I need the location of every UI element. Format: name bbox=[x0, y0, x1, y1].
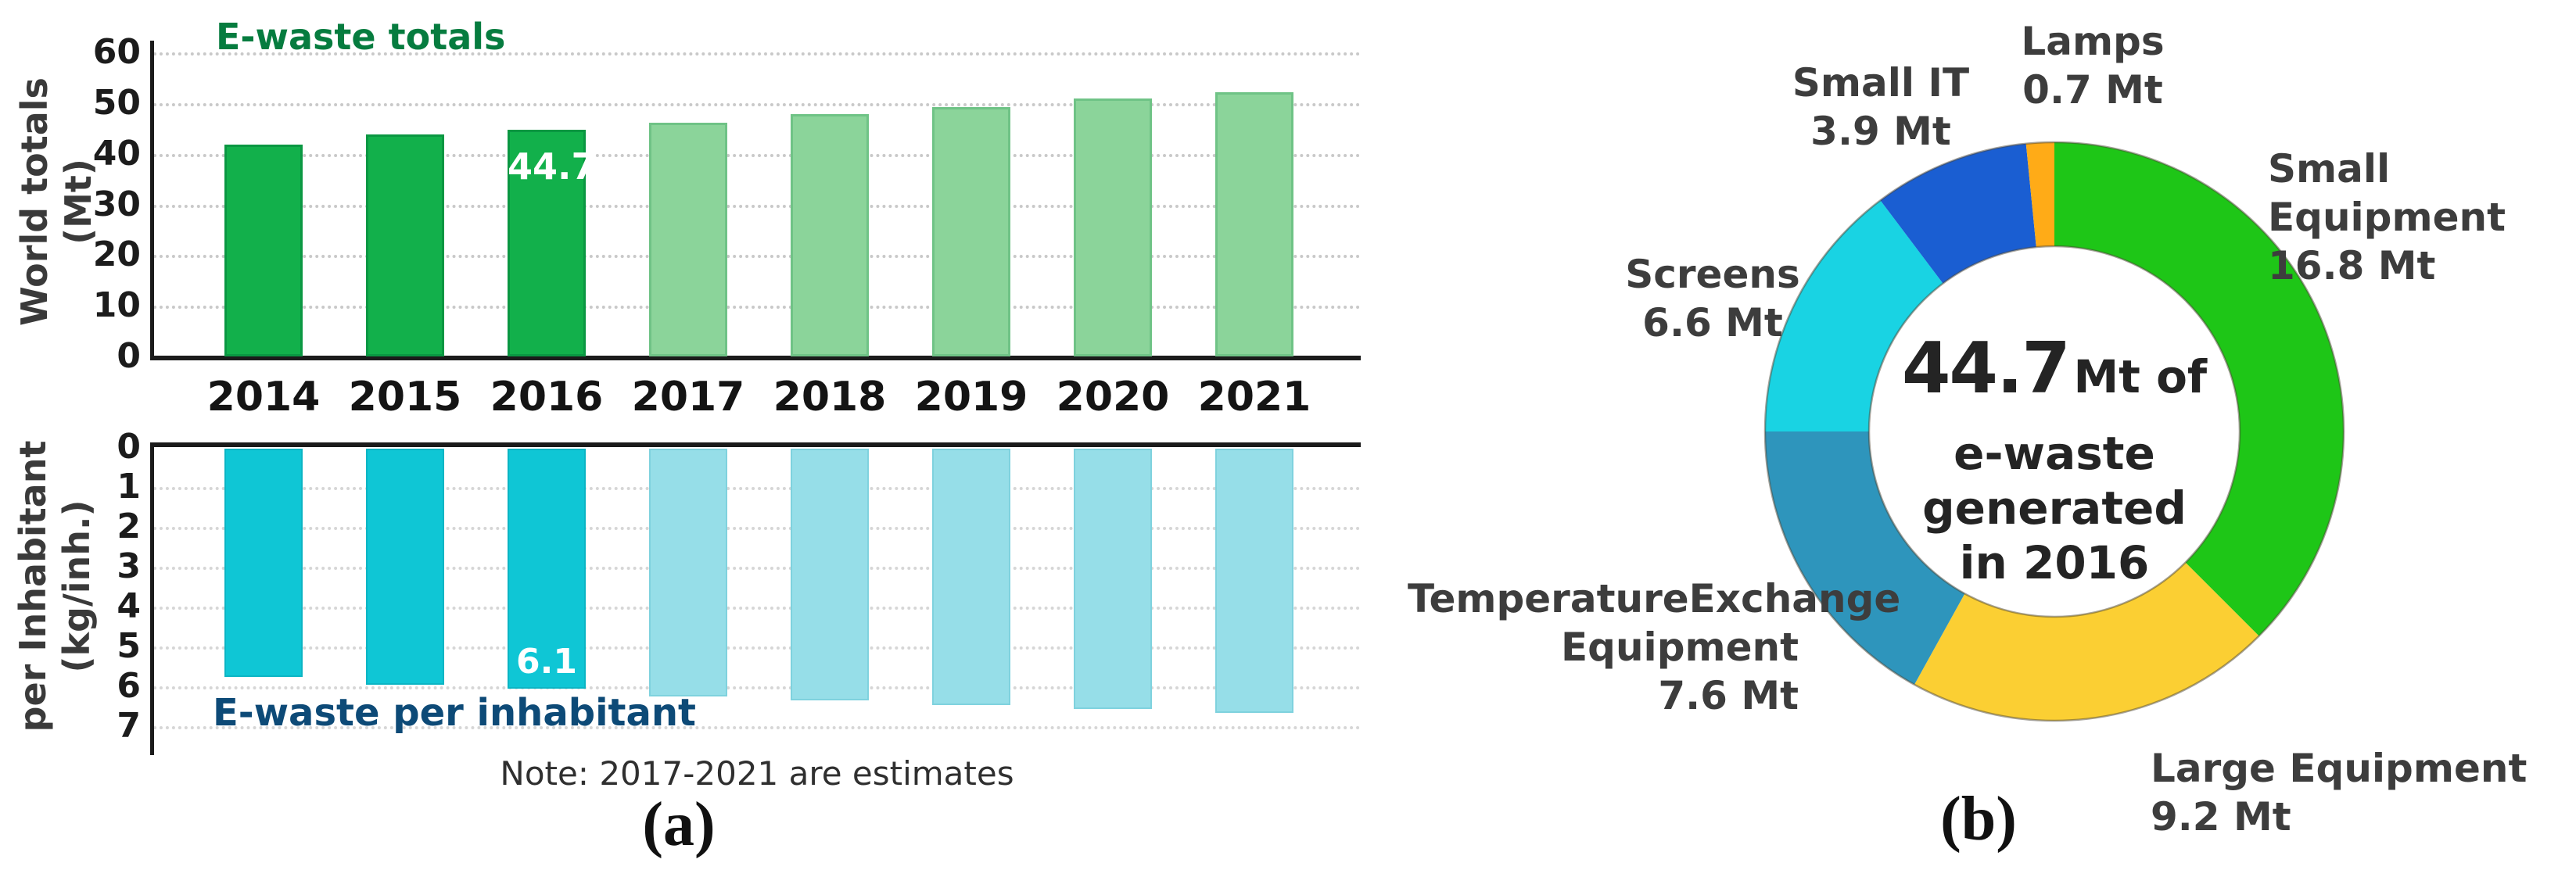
y-tick-label: 3 bbox=[117, 546, 141, 586]
bar-total-2019 bbox=[932, 107, 1010, 356]
year-label-2018: 2018 bbox=[773, 374, 887, 421]
bar-total-2018 bbox=[791, 114, 869, 356]
y-tick-label: 0 bbox=[117, 336, 141, 376]
bar-total-2015 bbox=[366, 134, 444, 356]
year-label-2021: 2021 bbox=[1197, 374, 1311, 421]
donut-center-text: 44.7 Mt of e-waste generated in 2016 bbox=[1901, 328, 2208, 590]
bar-total-2020 bbox=[1074, 98, 1152, 356]
bar-total-2017 bbox=[649, 123, 727, 356]
year-label-2019: 2019 bbox=[914, 374, 1028, 421]
gridline bbox=[153, 306, 1361, 309]
label-lamps: Lamps 0.7 Mt bbox=[2021, 19, 2165, 113]
donut-outer-outline bbox=[1763, 141, 2345, 722]
donut-slice-lamps bbox=[2025, 142, 2054, 248]
gridline bbox=[153, 567, 1361, 570]
gridline bbox=[153, 607, 1361, 610]
bar-value-label: 6.1 bbox=[516, 642, 577, 682]
donut-slice-small-it bbox=[1880, 143, 2036, 284]
center-total-value: 44.7 bbox=[1901, 328, 2071, 410]
bar-total-2014 bbox=[224, 145, 303, 356]
bar-total-2016 bbox=[508, 130, 586, 356]
panel-b-donut-chart: Lamps 0.7 Mt Small IT 3.9 Mt Small Equip… bbox=[1376, 0, 2576, 870]
y-tick-label: 40 bbox=[92, 134, 141, 174]
gridline bbox=[153, 527, 1361, 530]
gridline bbox=[153, 487, 1361, 490]
donut-slice-small-equipment bbox=[2054, 142, 2344, 636]
gridline bbox=[153, 686, 1361, 689]
bar-per-inhabitant-2015 bbox=[366, 449, 444, 685]
year-label-2020: 2020 bbox=[1056, 374, 1170, 421]
y-tick-label: 60 bbox=[92, 32, 141, 72]
gridline bbox=[153, 52, 1361, 55]
y-tick-label: 4 bbox=[117, 586, 141, 626]
label-small-equipment: Small Equipment 16.8 Mt bbox=[2268, 146, 2506, 288]
y-tick-label: 5 bbox=[117, 626, 141, 666]
y-tick-label: 10 bbox=[92, 285, 141, 325]
bottom-chart-title: E-waste per inhabitant bbox=[213, 691, 696, 735]
panel-a-bar-charts: World totals (Mt) per Inhabitant (kg/inh… bbox=[12, 16, 1361, 859]
bottom-chart-y-axis-line bbox=[150, 442, 154, 755]
donut-inner-outline bbox=[1867, 245, 2241, 618]
top-chart-x-axis-line bbox=[150, 356, 1361, 360]
bar-per-inhabitant-2017 bbox=[649, 449, 727, 696]
y-tick-label: 7 bbox=[117, 706, 141, 746]
donut-chart bbox=[1763, 141, 2345, 722]
bottom-chart-x-axis-line bbox=[150, 442, 1361, 447]
y-tick-label: 2 bbox=[117, 507, 141, 546]
year-label-2014: 2014 bbox=[206, 374, 321, 421]
year-label-2016: 2016 bbox=[490, 374, 604, 421]
panel-b-tag: (b) bbox=[1940, 785, 2017, 854]
bar-value-label: 44.7 bbox=[508, 145, 597, 188]
panel-a-tag: (a) bbox=[642, 790, 716, 859]
donut-slice-large-equipment bbox=[1914, 562, 2259, 721]
y-tick-label: 6 bbox=[117, 666, 141, 706]
bar-per-inhabitant-2020 bbox=[1074, 449, 1152, 709]
year-label-2015: 2015 bbox=[348, 374, 462, 421]
bar-per-inhabitant-2016 bbox=[508, 449, 586, 689]
year-label-2017: 2017 bbox=[631, 374, 745, 421]
donut-slice-temperatureexchange-equipment bbox=[1765, 431, 1965, 685]
y-tick-label: 50 bbox=[92, 83, 141, 123]
donut-slice-screens bbox=[1765, 200, 1943, 431]
gridline bbox=[153, 726, 1361, 729]
bar-per-inhabitant-2014 bbox=[224, 449, 303, 677]
label-temperature-exchange: TemperatureExchange Equipment 7.6 Mt bbox=[1408, 576, 1901, 718]
y-tick-label: 30 bbox=[92, 184, 141, 224]
top-chart-title: E-waste totals bbox=[216, 16, 506, 58]
y-tick-label: 1 bbox=[117, 467, 141, 507]
bar-per-inhabitant-2019 bbox=[932, 449, 1010, 705]
gridline bbox=[153, 255, 1361, 258]
y-tick-label: 20 bbox=[92, 235, 141, 274]
label-screens: Screens 6.6 Mt bbox=[1625, 252, 1800, 345]
bar-per-inhabitant-2018 bbox=[791, 449, 869, 700]
gridline bbox=[153, 205, 1361, 208]
gridline bbox=[153, 646, 1361, 650]
estimates-note: Note: 2017-2021 are estimates bbox=[500, 754, 1014, 793]
label-small-it: Small IT 3.9 Mt bbox=[1792, 60, 1970, 154]
label-large-equipment: Large Equipment 9.2 Mt bbox=[2151, 746, 2528, 840]
top-chart-y-axis-line bbox=[150, 41, 154, 360]
gridline bbox=[153, 103, 1361, 106]
bar-per-inhabitant-2021 bbox=[1215, 449, 1293, 713]
y-tick-label: 0 bbox=[117, 427, 141, 467]
gridline bbox=[153, 154, 1361, 157]
bar-total-2021 bbox=[1215, 92, 1293, 356]
